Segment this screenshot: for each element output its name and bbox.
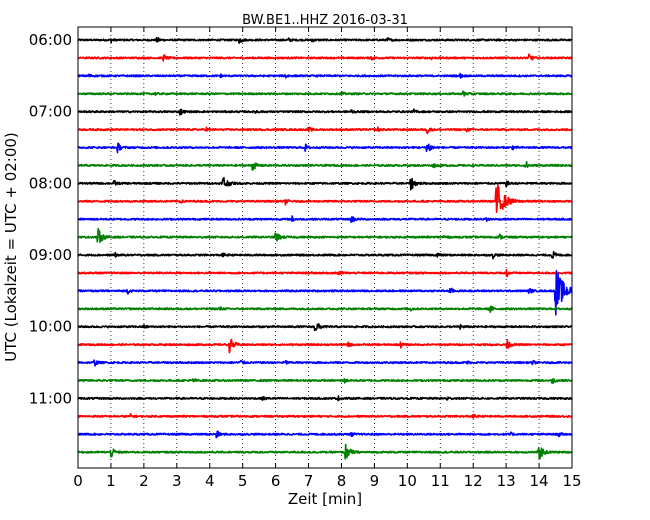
y-tick-label: 10:00 <box>29 318 72 336</box>
x-tick-label: 7 <box>304 472 314 490</box>
x-tick-label: 14 <box>530 472 549 490</box>
x-tick-label: 3 <box>172 472 182 490</box>
x-tick-label: 13 <box>497 472 516 490</box>
trace-line <box>77 215 573 224</box>
trace-line <box>77 250 573 260</box>
trace-line <box>77 412 573 419</box>
trace-line <box>77 72 573 79</box>
trace-line <box>77 378 573 385</box>
trace-line <box>77 430 573 439</box>
trace-line <box>77 108 573 116</box>
trace-line <box>77 53 573 62</box>
x-tick-label: 10 <box>398 472 417 490</box>
x-axis-title: Zeit [min] <box>288 490 362 508</box>
x-tick-label: 15 <box>562 472 581 490</box>
trace-line <box>77 305 573 313</box>
trace-line <box>77 270 573 316</box>
y-tick-label: 06:00 <box>29 31 72 49</box>
grid-lines <box>78 27 572 468</box>
trace-line <box>77 268 573 278</box>
trace-line <box>77 443 573 460</box>
x-tick-label: 6 <box>271 472 281 490</box>
x-tick-label: 0 <box>73 472 83 490</box>
x-tick-label: 11 <box>431 472 450 490</box>
y-tick-label: 11:00 <box>29 389 72 407</box>
trace-line <box>77 323 573 332</box>
trace-line <box>77 36 573 44</box>
chart-title: BW.BE1..HHZ 2016-03-31 <box>242 13 408 28</box>
y-tick-label: 07:00 <box>29 103 72 121</box>
y-axis-title: UTC (Lokalzeit = UTC + 02:00) <box>2 132 20 362</box>
trace-line <box>77 90 573 97</box>
axis-ticks: 0 1 2 3 4 5 6 7 8 9 10 11 12 13 14 1506:0007:0008:0009:… <box>29 27 582 490</box>
trace-line <box>77 184 573 213</box>
trace-line <box>77 338 573 354</box>
x-tick-label: 12 <box>464 472 483 490</box>
trace-line <box>77 161 573 171</box>
trace-line <box>77 142 573 154</box>
x-tick-label: 5 <box>238 472 248 490</box>
x-tick-label: 2 <box>139 472 149 490</box>
x-tick-label: 1 <box>106 472 116 490</box>
y-tick-label: 08:00 <box>29 174 72 192</box>
x-tick-label: 4 <box>205 472 215 490</box>
x-tick-label: 9 <box>370 472 380 490</box>
trace-line <box>77 176 573 191</box>
trace-line <box>77 359 573 367</box>
x-tick-label: 8 <box>337 472 347 490</box>
trace-lines <box>77 36 573 460</box>
trace-line <box>77 126 573 135</box>
trace-line <box>77 227 573 244</box>
y-tick-label: 09:00 <box>29 246 72 264</box>
plot-frame <box>77 26 573 469</box>
trace-line <box>77 395 573 402</box>
